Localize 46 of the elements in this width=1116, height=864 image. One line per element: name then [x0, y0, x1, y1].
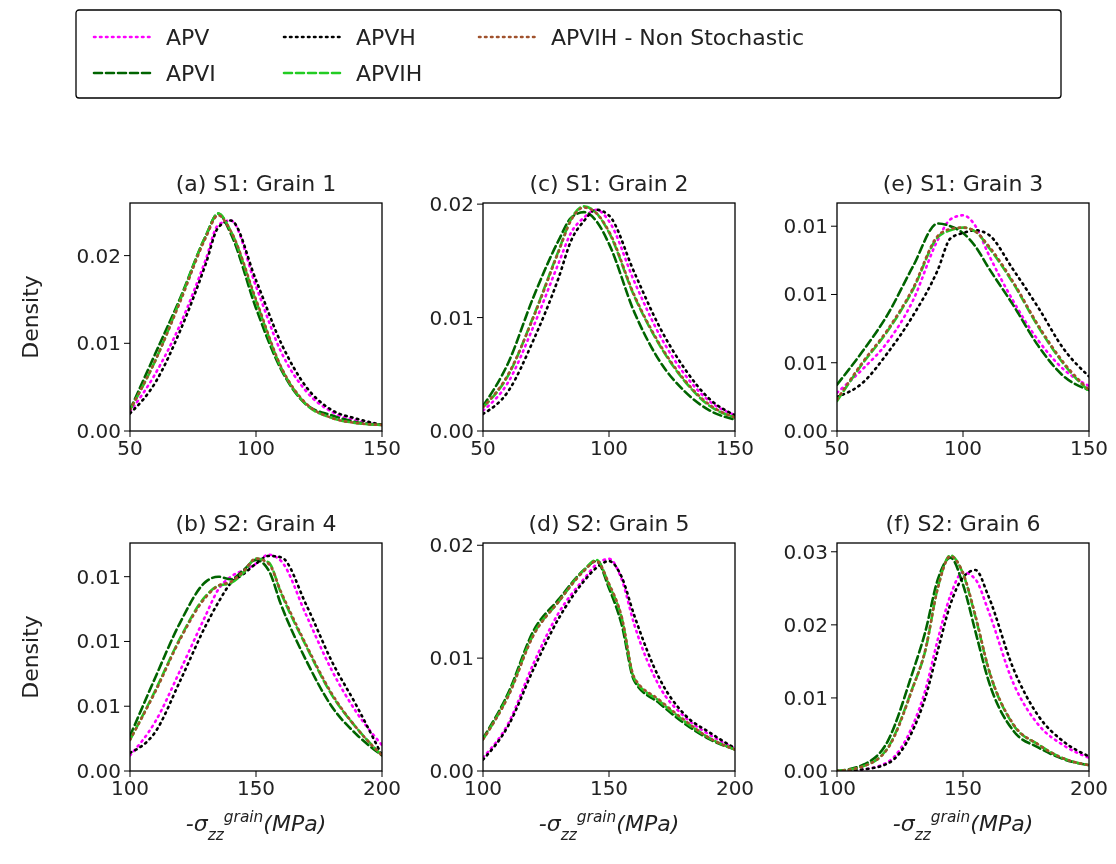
y-tick-label: 0.01	[76, 564, 121, 589]
x-tick-label: 50	[117, 436, 143, 460]
x-tick-label: 200	[715, 776, 755, 800]
legend-label: APVI	[166, 60, 216, 86]
y-tick-label: 0.01	[429, 646, 474, 671]
x-axis-title: -σ$_{zz}$$^{grain}$(MPa)	[185, 808, 327, 844]
x-tick-label: 150	[715, 436, 755, 460]
chart-title: (b) S2: Grain 4	[175, 511, 337, 536]
x-tick-label: 150	[589, 776, 629, 800]
y-axis-title: Density	[18, 615, 43, 699]
x-axis-title: -σ$_{zz}$$^{grain}$(MPa)	[892, 808, 1034, 844]
y-tick-label: 0.01	[783, 685, 828, 710]
x-tick-label: 150	[1069, 436, 1109, 460]
x-tick-label: 150	[943, 776, 983, 800]
y-tick-label: 0.01	[76, 694, 121, 719]
x-tick-label: 100	[236, 436, 276, 460]
chart-title: (d) S2: Grain 5	[528, 511, 690, 536]
y-axis-title: Density	[18, 275, 43, 359]
chart-title: (e) S1: Grain 3	[882, 171, 1044, 196]
x-tick-label: 100	[589, 436, 629, 460]
legend-label: APVIH - Non Stochastic	[551, 24, 805, 50]
y-tick-label: 0.02	[783, 612, 828, 637]
legend-label: APVH	[356, 24, 416, 50]
y-tick-label: 0.01	[76, 331, 121, 356]
x-tick-label: 50	[470, 436, 496, 460]
chart-title: (f) S2: Grain 6	[885, 511, 1041, 536]
x-axis-title: -σ$_{zz}$$^{grain}$(MPa)	[538, 808, 680, 844]
x-tick-label: 150	[236, 776, 276, 800]
y-tick-label: 0.03	[783, 539, 828, 564]
x-tick-label: 200	[362, 776, 402, 800]
y-tick-label: 0.02	[76, 243, 121, 268]
y-tick-label: 0.01	[783, 214, 828, 239]
x-tick-label: 150	[362, 436, 402, 460]
chart-title: (c) S1: Grain 2	[529, 171, 689, 196]
chart-title: (a) S1: Grain 1	[175, 171, 337, 196]
y-tick-label: 0.01	[783, 282, 828, 307]
x-tick-label: 50	[824, 436, 850, 460]
y-tick-label: 0.02	[429, 192, 474, 217]
x-tick-label: 100	[943, 436, 983, 460]
legend-label: APV	[166, 24, 210, 50]
legend-label: APVIH	[356, 60, 423, 86]
y-tick-label: 0.01	[783, 350, 828, 375]
x-tick-label: 200	[1069, 776, 1109, 800]
y-tick-label: 0.02	[429, 533, 474, 558]
y-tick-label: 0.01	[429, 305, 474, 330]
y-tick-label: 0.01	[76, 629, 121, 654]
